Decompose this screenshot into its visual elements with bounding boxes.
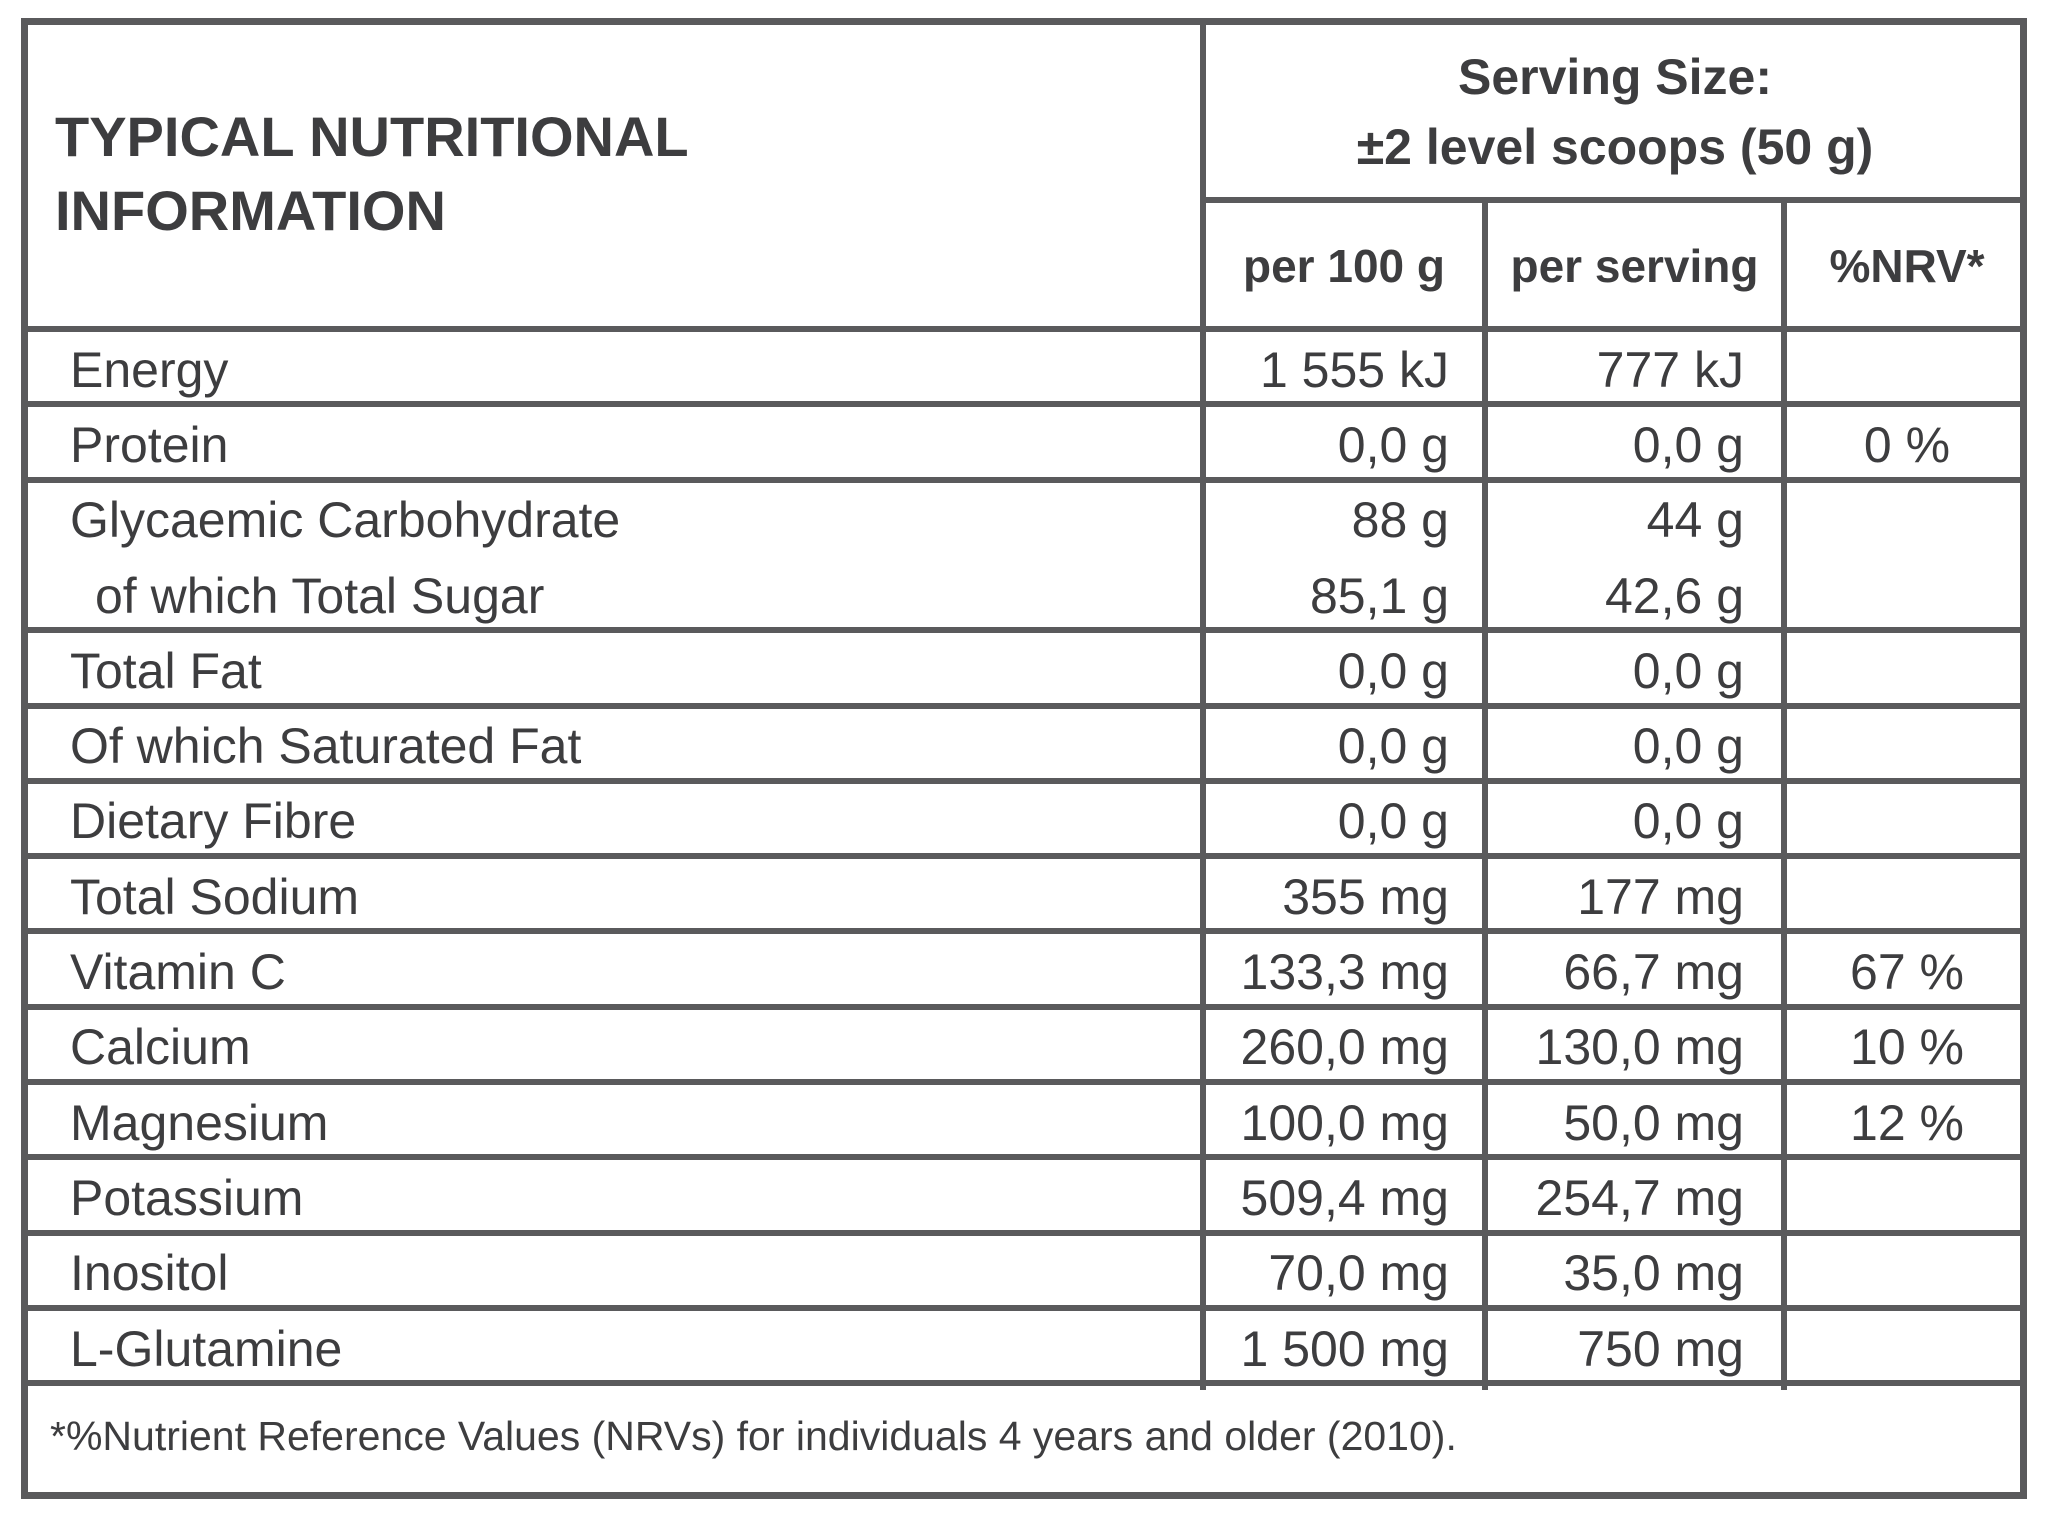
per-100g-value: 100,0 mg [1240, 1094, 1449, 1151]
footnote: *%Nutrient Reference Values (NRVs) for i… [50, 1413, 1457, 1459]
row-divider [21, 702, 2027, 709]
nutrient-label: Inositol [70, 1245, 229, 1302]
per-100g-value: 355 mg [1282, 868, 1449, 925]
per-serving-value: 254,7 mg [1535, 1169, 1744, 1226]
nutrient-label: Total Sodium [70, 868, 360, 925]
row-divider [21, 326, 2027, 332]
per-serving-value: 777 kJ [1596, 341, 1744, 398]
per-100g-value: 88 g [1351, 492, 1449, 549]
nrv-value: 0 % [1863, 416, 1951, 473]
row-divider [21, 1003, 2027, 1010]
per-100g-value: 0,0 g [1337, 416, 1449, 473]
nutrient-label: Total Fat [70, 642, 262, 699]
nutrient-label: Of which Saturated Fat [70, 718, 582, 775]
per-serving-value: 0,0 g [1632, 416, 1744, 473]
per-serving-value: 0,0 g [1632, 718, 1744, 775]
row-divider [1203, 197, 2027, 203]
column-header: %NRV* [1829, 240, 1985, 292]
row-divider [21, 476, 2027, 483]
per-serving-value: 130,0 mg [1535, 1019, 1744, 1076]
per-100g-value: 260,0 mg [1240, 1019, 1449, 1076]
nrv-value: 67 % [1850, 944, 1964, 1000]
row-divider [21, 1079, 2027, 1085]
table-border [21, 18, 2027, 1499]
column-divider [1781, 200, 1787, 1390]
row-divider [21, 627, 2027, 634]
per-serving-value: 750 mg [1577, 1320, 1744, 1377]
per-serving-value: 0,0 g [1632, 642, 1744, 699]
nutrient-label: Calcium [70, 1019, 251, 1076]
nutrient-label: Energy [70, 341, 229, 398]
serving-size: ±2 level scoops (50 g) [1356, 119, 1874, 175]
serving-size: Serving Size: [1458, 49, 1772, 105]
per-100g-value: 70,0 mg [1268, 1245, 1449, 1302]
per-100g-value: 85,1 g [1309, 567, 1449, 624]
per-100g-value: 0,0 g [1337, 793, 1449, 850]
per-100g-value: 509,4 mg [1240, 1169, 1449, 1226]
row-divider [21, 1304, 2027, 1311]
per-100g-value: 1 500 mg [1240, 1320, 1449, 1377]
title: TYPICAL NUTRITIONAL INFORMATION [55, 105, 688, 242]
per-serving-value: 0,0 g [1632, 793, 1744, 850]
nutrient-label: Potassium [70, 1169, 304, 1226]
per-100g-value: 1 555 kJ [1259, 341, 1449, 398]
nrv-value: 12 % [1850, 1094, 1964, 1151]
nrv-value: 10 % [1850, 1019, 1964, 1076]
per-100g-value: 0,0 g [1337, 642, 1449, 699]
row-divider [21, 928, 2027, 935]
per-serving-value: 35,0 mg [1563, 1245, 1744, 1302]
row-divider [21, 777, 2027, 784]
row-divider [21, 853, 2027, 860]
per-serving-value: 66,7 mg [1563, 944, 1744, 1000]
per-serving-value: 42,6 g [1604, 567, 1744, 624]
row-divider [21, 1380, 2027, 1387]
column-header: per serving [1510, 240, 1759, 292]
nutrient-label: Protein [70, 416, 229, 473]
row-divider [21, 1229, 2027, 1236]
per-serving-value: 50,0 mg [1563, 1094, 1744, 1151]
per-serving-value: 44 g [1646, 492, 1744, 549]
nutrient-label: Dietary Fibre [70, 793, 357, 850]
nutrient-label: Vitamin C [70, 944, 286, 1000]
per-serving-value: 177 mg [1577, 868, 1744, 925]
nutrient-label: Magnesium [70, 1094, 329, 1151]
per-100g-value: 133,3 mg [1240, 944, 1449, 1000]
row-divider [21, 401, 2027, 408]
column-header: per 100 g [1243, 240, 1445, 292]
row-divider [21, 1154, 2027, 1161]
nutrient-label: L-Glutamine [70, 1320, 343, 1377]
nutrient-label: Glycaemic Carbohydrate [70, 492, 621, 549]
nutrient-label: of which Total Sugar [95, 567, 545, 624]
column-divider [1482, 200, 1488, 1390]
per-100g-value: 0,0 g [1337, 718, 1449, 775]
